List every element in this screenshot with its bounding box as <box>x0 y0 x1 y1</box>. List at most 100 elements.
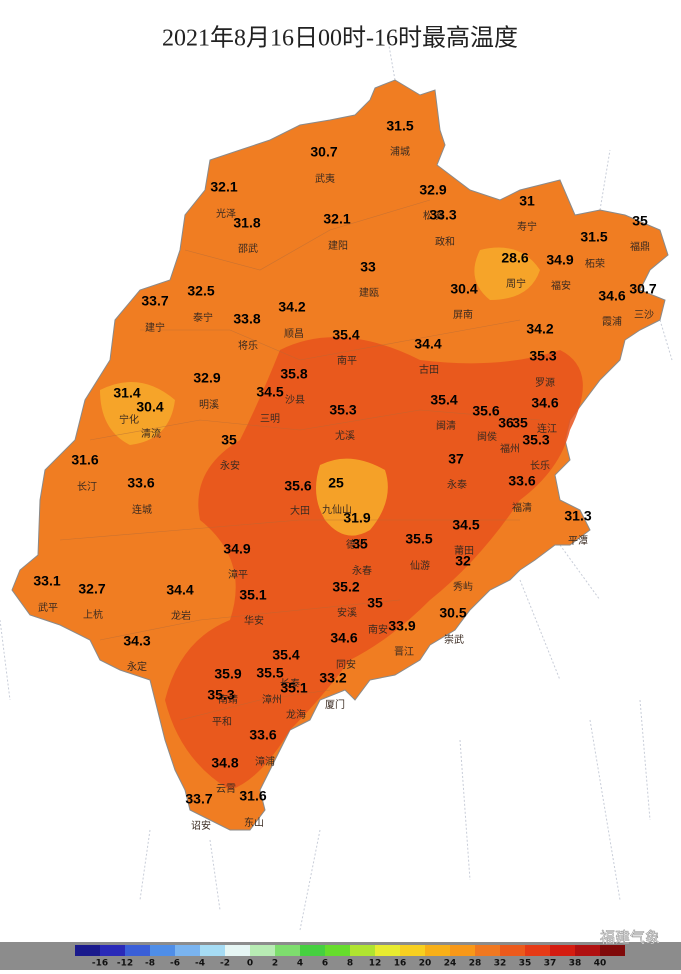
station-name: 平潭 <box>568 535 588 547</box>
station-name: 永定 <box>127 660 147 673</box>
temperature-label: 35.9 <box>214 666 241 682</box>
legend-tick-label: 35 <box>519 959 532 969</box>
station-name: 福安 <box>551 279 571 292</box>
temperature-label: 35.3 <box>207 687 234 703</box>
temperature-label: 31.9 <box>343 510 370 526</box>
temperature-label: 34.2 <box>278 299 305 315</box>
temperature-label: 32.5 <box>187 283 214 299</box>
legend-swatch <box>375 945 400 956</box>
temperature-label: 35.4 <box>430 392 457 408</box>
legend-swatch <box>525 945 550 956</box>
temperature-label: 35.4 <box>332 327 359 343</box>
legend-tick-label: 38 <box>569 959 582 969</box>
station-name: 闽侯 <box>477 430 497 443</box>
station-name: 长乐 <box>530 460 550 472</box>
legend-tick-label: -8 <box>145 959 155 969</box>
temperature-label: 33.6 <box>127 475 154 491</box>
station-name: 柘荣 <box>585 257 605 270</box>
station-name: 南靖 <box>218 693 238 706</box>
temperature-label: 36 <box>498 415 514 431</box>
station-name: 泰宁 <box>193 311 213 324</box>
legend-tick-label: 40 <box>594 959 607 969</box>
temperature-label: 37 <box>448 451 464 467</box>
legend-tick-label: -6 <box>170 959 180 969</box>
temperature-label: 25 <box>328 475 344 491</box>
legend-tick-label: 8 <box>347 959 353 969</box>
legend-tick-label: -12 <box>117 959 133 969</box>
temperature-label: 34.5 <box>256 384 283 400</box>
legend-swatch <box>300 945 325 956</box>
temperature-label: 32.9 <box>193 370 220 386</box>
station-name: 漳浦 <box>255 755 275 768</box>
legend-swatch <box>275 945 300 956</box>
temperature-label: 33 <box>360 259 376 275</box>
legend-swatch <box>450 945 475 956</box>
station-name: 邵武 <box>238 242 258 255</box>
station-name: 松溪 <box>423 209 443 222</box>
temperature-label: 30.7 <box>310 144 337 160</box>
legend-swatch <box>150 945 175 956</box>
temperature-label: 33.3 <box>429 207 456 223</box>
temperature-label: 34.2 <box>526 321 553 337</box>
legend-swatch <box>200 945 225 956</box>
temperature-label: 31.8 <box>233 215 260 231</box>
temperature-label: 35 <box>221 432 237 448</box>
station-name: 永泰 <box>447 478 467 491</box>
legend-swatch <box>125 945 150 956</box>
temperature-label: 33.1 <box>33 573 60 589</box>
legend-tick-label: 28 <box>469 959 482 969</box>
station-name: 南平 <box>337 354 357 367</box>
temperature-label: 35.2 <box>332 579 359 595</box>
station-name: 连城 <box>132 503 152 516</box>
temperature-label: 33.6 <box>508 473 535 489</box>
station-name: 东山 <box>244 816 264 829</box>
legend-swatch <box>175 945 200 956</box>
temperature-label: 34.9 <box>546 252 573 268</box>
station-name: 厦门 <box>325 698 345 711</box>
station-name: 莆田 <box>454 544 474 557</box>
cool-zone <box>100 247 540 536</box>
legend-swatch <box>75 945 100 956</box>
temperature-label: 32.9 <box>419 182 446 198</box>
station-name: 连江 <box>537 422 557 435</box>
station-name: 周宁 <box>506 277 526 290</box>
station-name: 政和 <box>435 235 455 248</box>
legend: -16 -12 -8 -6 -4 -2 0 2 4 6 8 12 16 20 24 28 32 35 37 38 40 <box>0 942 681 970</box>
temperature-label: 35.5 <box>405 531 432 547</box>
temperature-label: 33.8 <box>233 311 260 327</box>
temperature-label: 35.4 <box>272 647 299 663</box>
legend-tick-label: -2 <box>220 959 230 969</box>
temperature-label: 33.6 <box>249 727 276 743</box>
temperature-label: 34.6 <box>330 630 357 646</box>
legend-tick-label: 4 <box>297 959 303 969</box>
station-name: 龙岩 <box>171 609 191 622</box>
temperature-label: 30.4 <box>136 399 163 415</box>
temperature-label: 31.5 <box>386 118 413 134</box>
station-name: 诏安 <box>191 819 211 832</box>
station-name: 永春 <box>352 564 372 577</box>
temperature-label: 33.7 <box>185 791 212 807</box>
station-name: 光泽 <box>216 207 236 220</box>
station-name: 清流 <box>141 427 161 440</box>
station-name: 屏南 <box>453 308 473 321</box>
legend-tick-label: 20 <box>419 959 432 969</box>
station-name: 福鼎 <box>630 240 650 253</box>
station-name: 安溪 <box>337 606 357 619</box>
temperature-label: 32 <box>455 553 471 569</box>
legend-tick-label: -4 <box>195 959 205 969</box>
station-name: 明溪 <box>199 399 219 411</box>
temperature-label: 35.5 <box>256 665 283 681</box>
temperature-label: 31.3 <box>564 508 591 524</box>
legend-swatch <box>575 945 600 956</box>
station-name: 三明 <box>260 413 280 425</box>
station-name: 福清 <box>512 501 532 514</box>
station-name: 将乐 <box>238 340 258 352</box>
temperature-label: 31.4 <box>113 385 140 401</box>
temperature-label: 34.6 <box>531 395 558 411</box>
legend-swatch <box>425 945 450 956</box>
temperature-label: 35.6 <box>284 478 311 494</box>
temperature-label: 34.3 <box>123 633 150 649</box>
temperature-label: 35.1 <box>239 587 266 603</box>
temperature-label: 34.6 <box>598 288 625 304</box>
